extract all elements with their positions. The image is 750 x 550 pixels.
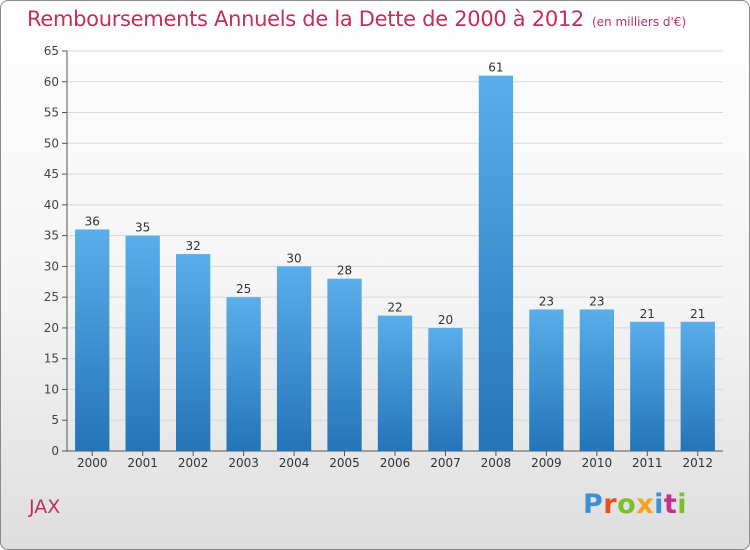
chart-title-text: Remboursements Annuels de la Dette de 20… [27,7,584,31]
y-tick-label: 20 [44,321,59,335]
x-tick-label: 2009 [531,456,562,470]
x-tick-label: 2008 [481,456,512,470]
y-tick-label: 60 [44,75,59,89]
data-label: 21 [640,307,655,321]
bar [125,235,160,451]
data-label: 36 [85,214,100,228]
bar [226,297,261,451]
bar [579,309,615,451]
data-label: 32 [186,239,201,253]
chart-title: Remboursements Annuels de la Dette de 20… [27,7,686,31]
x-tick-label: 2006 [380,456,411,470]
x-tick-label: 2010 [582,456,613,470]
bar [478,75,514,451]
logo-letter: P [583,489,604,520]
bar [276,266,312,451]
y-tick-label: 50 [44,136,59,150]
data-label: 35 [135,221,150,235]
y-tick-label: 15 [44,352,59,366]
bar [377,315,413,451]
chart-subtitle: (en milliers d'€) [592,15,687,29]
x-tick-label: 2002 [178,456,209,470]
data-label: 23 [539,294,554,308]
x-tick-label: 2000 [77,456,108,470]
logo-letter: o [617,489,637,520]
y-tick-label: 25 [44,290,59,304]
data-label: 22 [387,301,402,315]
x-tick-label: 2007 [430,456,461,470]
y-tick-label: 35 [44,229,59,243]
bar [680,321,715,451]
logo-letter: i [654,489,664,520]
bar [327,278,362,451]
bar [175,254,211,451]
y-tick-label: 55 [44,106,59,120]
y-tick-label: 5 [51,413,59,427]
y-tick-label: 10 [44,382,59,396]
data-label: 61 [488,61,503,75]
x-tick-label: 2011 [632,456,663,470]
data-label: 23 [589,294,604,308]
bar [529,309,564,451]
location-label: JAX [29,496,61,518]
data-label: 20 [438,313,453,327]
bar [630,321,665,451]
x-tick-label: 2005 [329,456,360,470]
y-tick-label: 30 [44,259,59,273]
logo-letter: x [636,489,655,520]
bar [75,229,110,451]
logo-letter: t [663,489,678,520]
x-tick-label: 2003 [228,456,259,470]
y-tick-label: 65 [44,44,59,58]
y-tick-label: 45 [44,167,59,181]
logo-letter: r [603,489,618,520]
x-tick-label: 2004 [279,456,310,470]
y-tick-label: 40 [44,198,59,212]
y-tick-label: 0 [51,444,59,458]
bar [428,327,463,451]
data-label: 30 [286,251,301,265]
data-label: 21 [690,307,705,321]
logo-letter: i [677,489,688,520]
data-label: 25 [236,282,251,296]
data-label: 28 [337,264,352,278]
x-tick-label: 2012 [682,456,713,470]
proxiti-logo: Proxiti [583,489,687,520]
x-tick-label: 2001 [127,456,158,470]
